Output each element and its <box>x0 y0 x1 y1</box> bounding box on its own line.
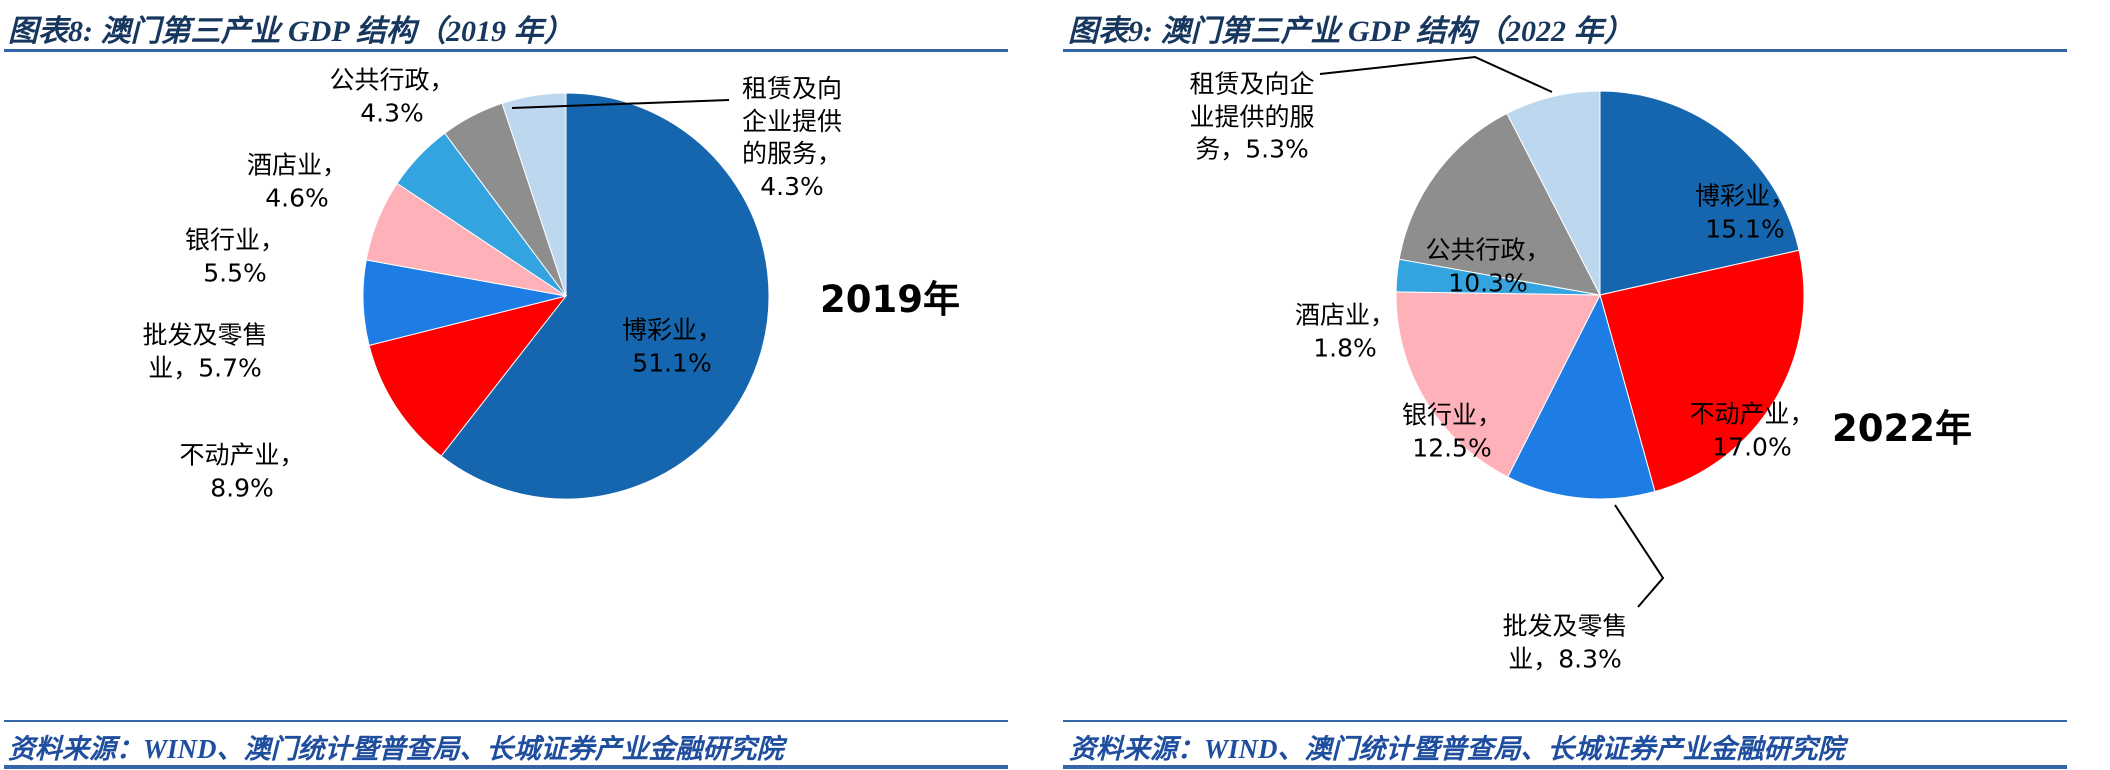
slice-label-banking: 银行业， 12.5% <box>1401 400 1503 463</box>
source-rule-top <box>4 720 1008 722</box>
slice-label-public-admin: 公共行政， 10.3% <box>1425 235 1551 298</box>
figure-panel-2022: 图表9: 澳门第三产业 GDP 结构（2022 年） 博彩业， 15.1% 不动… <box>1055 0 2110 770</box>
pie-slice-1 <box>1599 249 1805 493</box>
pie-chart-2022 <box>1319 55 1805 608</box>
slice-label-wholesale-retail: 批发及零售 业，8.3% <box>1502 611 1628 674</box>
leader-line-wholesale-2022 <box>1614 504 1665 608</box>
slice-label-gaming: 博彩业， 51.1% <box>621 315 723 378</box>
pie-slice-5 <box>1398 112 1601 296</box>
slice-label-real-estate: 不动产业， 8.9% <box>179 440 305 503</box>
pie-slice-6 <box>501 92 567 297</box>
source-rule-top <box>1063 720 2067 722</box>
figure-title-2019: 图表8: 澳门第三产业 GDP 结构（2019 年） <box>8 15 574 48</box>
year-label-2022: 2022年 <box>1832 407 1972 450</box>
pie-slices-group-2022 <box>1395 90 1805 500</box>
pie-slice-3 <box>1395 291 1601 478</box>
title-underline <box>1063 49 2067 52</box>
slice-label-hotels: 酒店业， 1.8% <box>1294 300 1396 363</box>
pie-slice-1 <box>368 295 568 457</box>
title-underline <box>4 49 1008 52</box>
source-rule-bottom <box>1063 765 2067 769</box>
leader-line-rental-2022 <box>1319 55 1553 93</box>
leader-line-rental-2019 <box>511 99 730 109</box>
pie-slice-6 <box>1506 90 1601 296</box>
slice-label-hotels: 酒店业， 4.6% <box>246 150 348 213</box>
figure-panel-2019: 图表8: 澳门第三产业 GDP 结构（2019 年） 博彩业， 51.1% 不动… <box>4 15 1008 769</box>
pie-slice-2 <box>1507 293 1656 500</box>
slice-label-rental-services: 租赁及向 企业提供 的服务， 4.3% <box>741 74 843 201</box>
source-text-2019: 资料来源：WIND、澳门统计暨普查局、长城证券产业金融研究院 <box>8 734 784 764</box>
slice-label-wholesale-retail: 批发及零售 业，5.7% <box>142 320 268 383</box>
pie-slice-0 <box>1599 90 1800 296</box>
year-label-2019: 2019年 <box>820 278 960 321</box>
slice-label-gaming: 博彩业， 15.1% <box>1694 181 1796 244</box>
pie-slice-0 <box>440 92 770 500</box>
source-rule-bottom <box>4 765 1008 769</box>
source-text-2022: 资料来源：WIND、澳门统计暨普查局、长城证券产业金融研究院 <box>1069 734 1845 764</box>
pie-slices-group-2019 <box>362 92 770 500</box>
figure-title-2022: 图表9: 澳门第三产业 GDP 结构（2022 年） <box>1068 15 1634 48</box>
slice-label-rental-services: 租赁及向企 业提供的服 务，5.3% <box>1189 69 1315 164</box>
pie-chart-2019 <box>362 92 770 500</box>
slice-label-real-estate: 不动产业， 17.0% <box>1689 399 1815 462</box>
slice-label-banking: 银行业， 5.5% <box>184 225 286 288</box>
slice-label-public-admin: 公共行政， 4.3% <box>329 65 455 128</box>
